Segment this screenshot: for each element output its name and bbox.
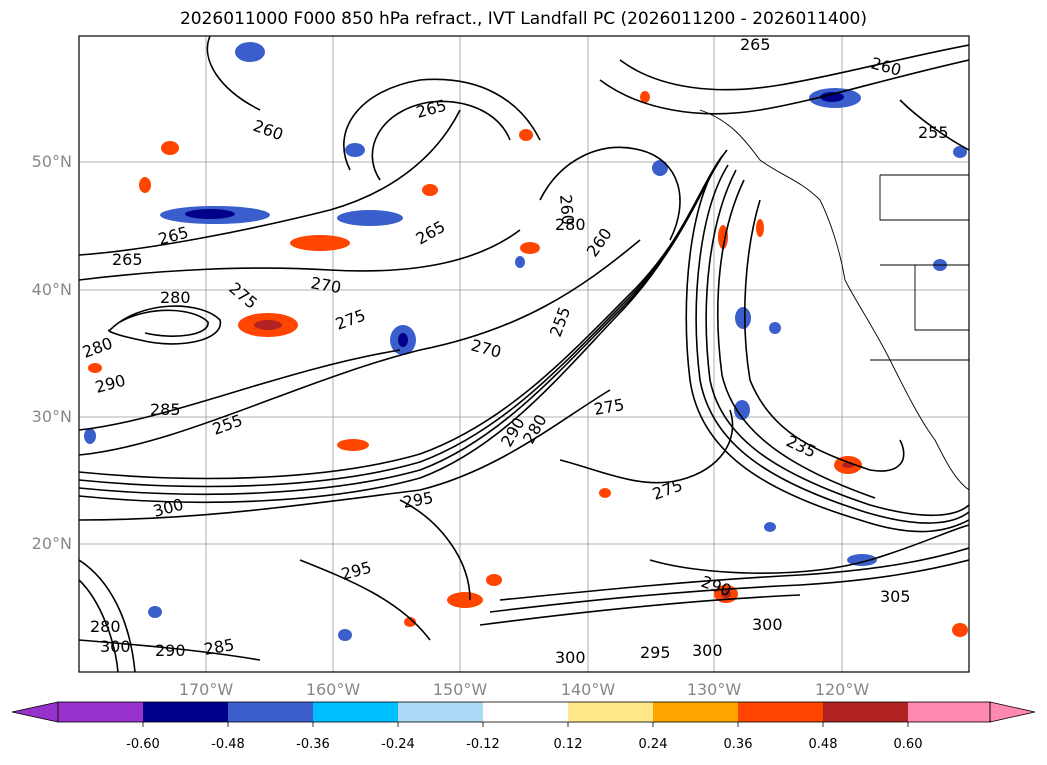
contour-label: 280 xyxy=(160,288,191,307)
contour-label: 260 xyxy=(556,194,578,226)
colorbar xyxy=(11,701,1036,727)
colorbar-tick-label: 0.48 xyxy=(808,737,838,752)
coastline xyxy=(699,109,969,491)
contour-label: 265 xyxy=(112,250,143,269)
colorbar-tick-label: 0.12 xyxy=(553,737,583,752)
contour-label: 300 xyxy=(752,615,783,634)
lon-label-160w: 160°W xyxy=(305,680,361,699)
colorbar-extend-left xyxy=(11,701,59,723)
contour-label: 285 xyxy=(150,400,181,419)
colorbar-tick-label: -0.60 xyxy=(126,737,160,752)
map-plot-area xyxy=(79,36,969,672)
lon-label-130w: 130°W xyxy=(686,680,742,699)
gridlines xyxy=(79,36,969,672)
colorbar-tick-label: -0.12 xyxy=(466,737,500,752)
colorbar-tick-label: -0.48 xyxy=(211,737,245,752)
lat-label-50n: 50°N xyxy=(31,152,72,171)
contour-label: 300 xyxy=(100,637,131,656)
map-frame xyxy=(78,35,970,673)
contour-label: 280 xyxy=(90,617,121,636)
contour-label: 265 xyxy=(740,35,771,54)
colorbar-tick-label: -0.24 xyxy=(381,737,415,752)
contour-lines xyxy=(79,36,969,672)
lon-label-150w: 150°W xyxy=(432,680,488,699)
lat-label-30n: 30°N xyxy=(31,407,72,426)
lon-label-120w: 120°W xyxy=(814,680,870,699)
contour-label: 295 xyxy=(640,643,671,662)
map-title: 2026011000 F000 850 hPa refract., IVT La… xyxy=(179,9,867,29)
colorbar-tick-label: 0.24 xyxy=(638,737,668,752)
anomaly-blobs xyxy=(84,42,968,641)
contour-label: 300 xyxy=(692,641,723,660)
contour-label: 255 xyxy=(918,123,949,142)
contour-label: 280 xyxy=(555,215,586,234)
contour-label: 305 xyxy=(880,587,911,606)
contour-label: 300 xyxy=(555,648,586,667)
colorbar-extend-right xyxy=(989,701,1036,723)
contour-label: 290 xyxy=(155,641,186,660)
lon-label-140w: 140°W xyxy=(560,680,616,699)
lon-label-170w: 170°W xyxy=(178,680,234,699)
lat-label-40n: 40°N xyxy=(31,280,72,299)
colorbar-tick-label: 0.36 xyxy=(723,737,753,752)
colorbar-tick-label: 0.60 xyxy=(893,737,923,752)
colorbar-tick-label: -0.36 xyxy=(296,737,330,752)
lat-label-20n: 20°N xyxy=(31,534,72,553)
